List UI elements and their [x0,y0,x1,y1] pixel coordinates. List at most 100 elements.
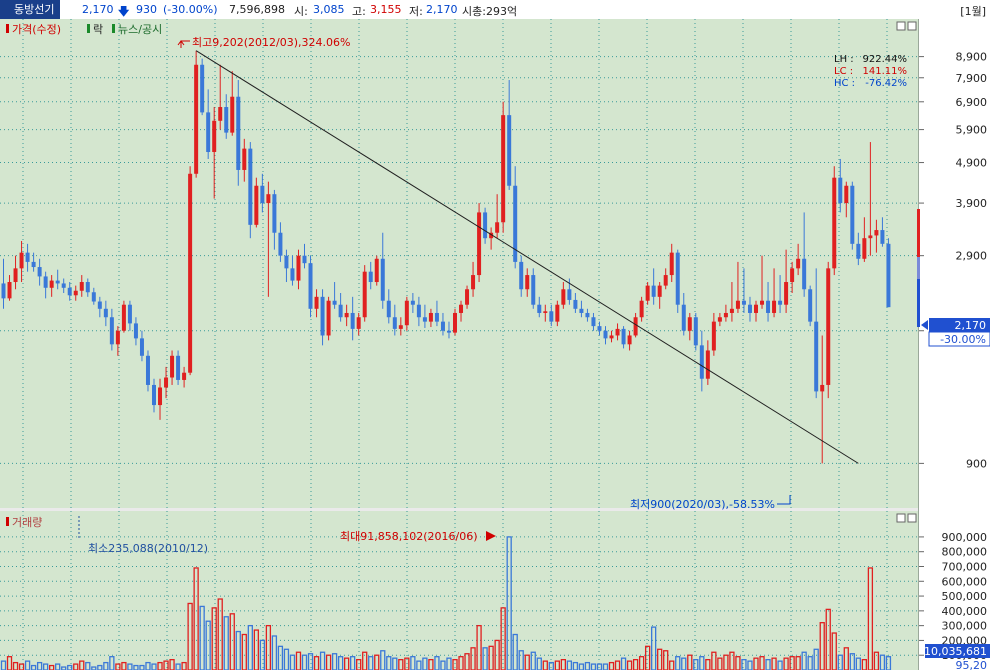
volume-bar [831,632,837,670]
candle-body [109,317,114,345]
volume-bar [518,650,524,670]
candle-body [49,280,54,288]
volume-tick-label: 700,000 [942,560,988,573]
candle [747,296,752,322]
current-price-flag-text: 2,170 [955,319,987,332]
volume-bar [157,661,163,670]
candle [585,308,590,322]
candle [121,300,126,333]
volume-bar [211,607,217,670]
volume-bar [416,660,422,670]
candle-body [440,321,445,331]
candle-body [483,212,488,239]
volume-bar [506,536,512,670]
price-volume-chart[interactable]: 가격(수정) 락 뉴스/공시 최고9,202(2012/03),324.06% … [0,19,990,670]
candle-body [115,330,120,345]
volume-bar [482,647,488,670]
candle-body [609,335,614,339]
candle-body [711,321,716,351]
volume-bar [30,664,37,670]
max-arrowhead-icon [177,40,185,46]
volume-pane-buttons [896,513,917,523]
candle [332,282,337,309]
volume-bar [145,661,151,670]
candle-body [139,338,144,356]
candle [796,243,801,276]
candle-body [200,64,205,113]
volume-bar [331,653,338,670]
market-cap: 시총:293억 [462,5,518,18]
candle [188,166,193,376]
candle-body [549,311,554,322]
volume-bar [644,645,651,670]
volume-close-button[interactable] [907,513,917,523]
volume-bar [271,635,278,670]
candle [410,293,415,313]
candle-body [772,300,777,313]
candle-body [398,325,403,329]
current-volume-flag-text: 10,035,681 [924,645,987,658]
volume-bar [422,657,428,670]
candle-body [723,312,728,318]
volume-bar [777,660,783,670]
rak-legend[interactable]: 락 [93,23,103,36]
candle-body [25,252,30,262]
candle-body [127,304,132,324]
trend-line[interactable] [195,50,859,464]
candle [832,166,837,276]
volume-bar [247,624,253,670]
price-legend[interactable]: 가격(수정) [12,23,61,36]
candle-body [314,296,319,309]
candle-body [531,275,536,305]
low-value: 2,170 [426,3,458,16]
stock-name[interactable]: 동방선기 [0,0,61,19]
volume-bar [584,661,591,670]
candle [404,296,409,331]
candle [717,312,722,327]
candle [218,64,223,130]
scale-marker-down [917,279,920,327]
candle [525,268,530,297]
quote-header: 동방선기 2,170 🡇 930 (-30.00%) 7,596,898 시: … [0,0,990,20]
candle-body [850,185,855,244]
price-pane-buttons [896,21,917,31]
pane-close-button[interactable] [907,21,917,31]
volume-bar [0,660,7,670]
candle [206,89,211,159]
candle-body [206,112,211,153]
candle [760,255,765,309]
candle-body [838,177,843,204]
candle [272,189,277,250]
candle-body [164,377,169,388]
price-tick-label: 4,900 [956,157,988,170]
candle [772,268,777,318]
candle [230,71,235,136]
volume-value: 7,596,898 [229,3,285,16]
candle [537,296,542,318]
pane-divider[interactable] [0,508,918,511]
candle [398,317,403,336]
candle-body [145,355,150,385]
candle [170,350,175,385]
candle-body [103,308,108,318]
candle-body [350,312,355,329]
volume-bar [536,657,542,670]
candle [67,282,72,301]
candle-body [182,372,187,380]
volume-restore-button[interactable] [896,513,906,523]
candle [326,296,331,341]
candle-body [705,350,710,379]
candle-body [67,287,72,296]
candle-body [284,255,289,269]
candle [838,158,843,213]
volume-bar [548,661,554,670]
volume-legend[interactable]: 거래량 [12,516,42,529]
volume-bar [289,654,296,670]
candle [627,330,632,351]
period-selector[interactable]: [1월] [960,5,986,18]
news-legend[interactable]: 뉴스/공시 [118,23,162,36]
pane-restore-button[interactable] [896,21,906,31]
candle [139,330,144,362]
volume-bar [440,660,446,670]
candle-body [814,321,819,392]
